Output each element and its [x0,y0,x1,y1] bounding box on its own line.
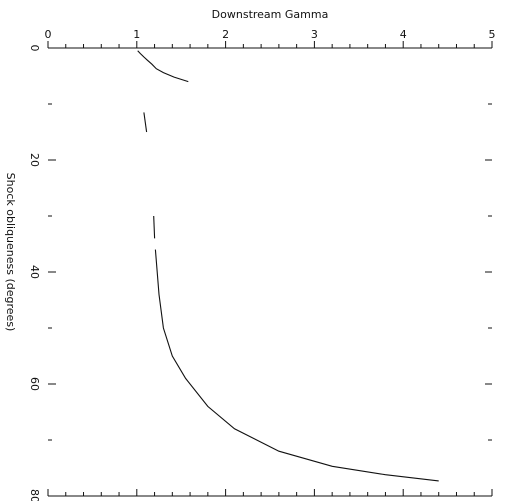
x-tick-label: 3 [311,28,318,41]
y-tick-label: 20 [28,153,41,167]
series-line-3 [153,215,156,239]
y-axis-label: Shock obliqueness (degrees) [4,173,17,332]
series-line-1 [137,50,189,83]
series-line-2 [143,112,148,133]
axes [48,47,492,497]
x-tick-label: 4 [400,28,407,41]
x-tick-label: 2 [222,28,229,41]
x-tick-label: 1 [133,28,140,41]
x-tick-label: 5 [489,28,496,41]
curves [137,50,439,482]
ticks: 0 1 2 3 4 5 0 20 40 60 80 [28,28,496,501]
x-tick-label: 0 [45,28,52,41]
y-tick-label: 40 [28,265,41,279]
y-tick-label: 60 [28,377,41,391]
x-axis-label: Downstream Gamma [212,8,329,21]
y-tick-label: 80 [28,489,41,501]
y-axis-label-group: Shock obliqueness (degrees) [4,173,17,332]
y-tick-label: 0 [28,45,41,52]
series-line-4 [154,249,439,482]
